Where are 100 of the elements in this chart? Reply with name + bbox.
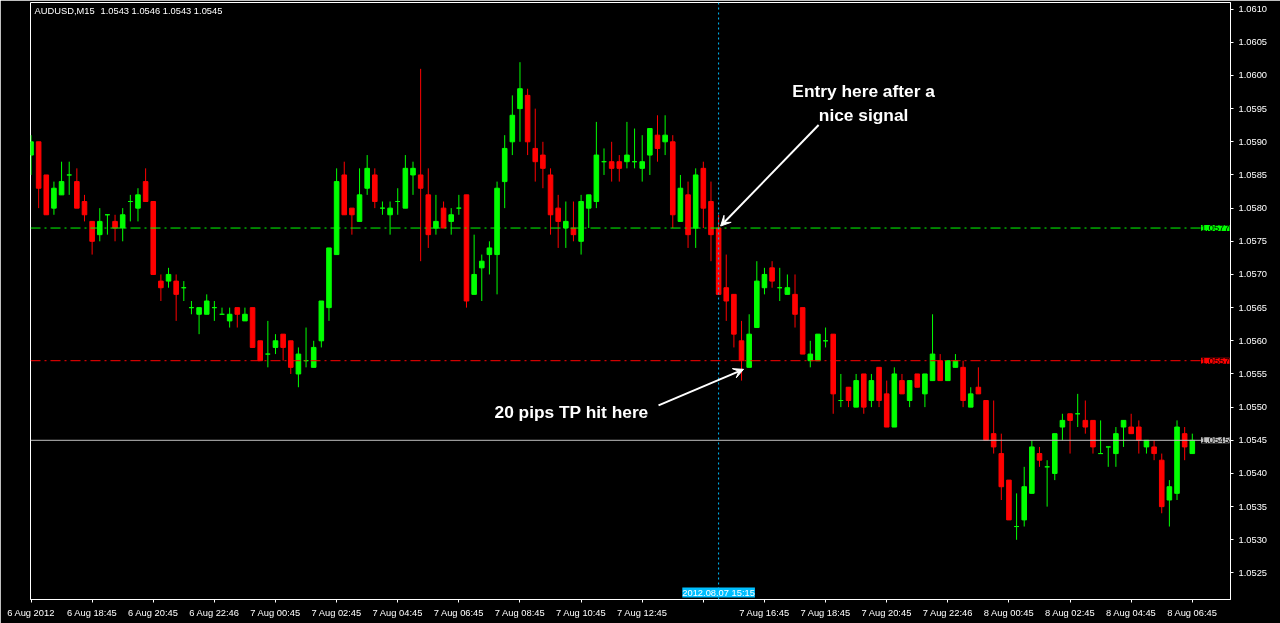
ref-line-label: 2012.08.07 15:15 bbox=[682, 587, 755, 598]
candlestick bbox=[58, 161, 65, 196]
y-tick-label: 1.0530 bbox=[1238, 534, 1268, 545]
y-tick-label: 1.0570 bbox=[1238, 269, 1268, 280]
x-tick-label: 6 Aug 18:45 bbox=[66, 607, 117, 618]
y-tick-label: 1.0580 bbox=[1238, 203, 1268, 214]
y-tick-label: 1.0605 bbox=[1238, 37, 1268, 48]
candlestick bbox=[792, 273, 798, 329]
candlestick bbox=[349, 207, 355, 236]
candlestick bbox=[234, 307, 241, 329]
candlestick bbox=[624, 121, 630, 169]
candlestick bbox=[1113, 426, 1119, 468]
x-tick-label: 7 Aug 10:45 bbox=[555, 607, 606, 618]
candlestick bbox=[807, 340, 814, 368]
x-tick-label: 7 Aug 04:45 bbox=[372, 607, 423, 618]
candlestick bbox=[532, 108, 539, 183]
y-tick-label: 1.0535 bbox=[1238, 501, 1268, 512]
candlestick bbox=[906, 380, 913, 408]
candlestick bbox=[410, 161, 416, 196]
candlestick bbox=[440, 201, 447, 229]
candlestick bbox=[203, 293, 210, 315]
x-tick-label: 7 Aug 16:45 bbox=[739, 607, 790, 618]
y-tick-label: 1.0610 bbox=[1238, 4, 1268, 15]
candlestick bbox=[1036, 446, 1043, 468]
candlestick bbox=[89, 220, 95, 256]
candlestick bbox=[310, 340, 317, 368]
candlestick bbox=[486, 240, 493, 275]
candlestick bbox=[1181, 426, 1188, 461]
candlestick bbox=[784, 273, 791, 295]
candlestick bbox=[51, 181, 57, 216]
candlestick bbox=[868, 373, 875, 408]
candlestick bbox=[769, 260, 775, 289]
x-tick-label: 6 Aug 2012 bbox=[7, 607, 55, 618]
x-tick-label: 7 Aug 02:45 bbox=[311, 607, 362, 618]
x-tick-label: 7 Aug 08:45 bbox=[494, 607, 545, 618]
x-tick-label: 8 Aug 02:45 bbox=[1044, 607, 1095, 618]
ref-line-label: 1.0545 bbox=[1200, 435, 1230, 446]
candlestick bbox=[1120, 419, 1127, 448]
annotation: 20 pips TP hit here bbox=[494, 402, 649, 423]
y-tick-label: 1.0600 bbox=[1238, 70, 1268, 81]
candlestick bbox=[165, 267, 172, 289]
candlestick bbox=[975, 366, 982, 395]
candlestick bbox=[1059, 413, 1066, 441]
candlestick bbox=[945, 360, 951, 382]
candlestick bbox=[1082, 400, 1089, 435]
y-tick-label: 1.0575 bbox=[1238, 236, 1268, 247]
candlestick bbox=[1136, 419, 1142, 455]
candlestick bbox=[135, 187, 141, 222]
x-tick-label: 6 Aug 22:46 bbox=[189, 607, 240, 618]
x-tick-label: 8 Aug 06:45 bbox=[1167, 607, 1217, 618]
x-tick-label: 8 Aug 00:45 bbox=[983, 607, 1034, 618]
candlestick bbox=[517, 61, 523, 143]
candlestick bbox=[272, 333, 279, 355]
ref-line-label: 1.0577 bbox=[1200, 223, 1230, 234]
candlestick bbox=[242, 307, 248, 322]
ref-line-label: 1.0557 bbox=[1200, 355, 1230, 366]
candlestick bbox=[66, 161, 72, 196]
candlestick bbox=[540, 141, 546, 189]
candlestick bbox=[1067, 413, 1073, 455]
candlestick bbox=[158, 273, 164, 302]
candlestick bbox=[226, 307, 233, 329]
candlestick bbox=[478, 254, 485, 302]
x-tick-label: 8 Aug 04:45 bbox=[1106, 607, 1156, 618]
candlestick bbox=[1166, 479, 1173, 528]
candlestick bbox=[1105, 446, 1112, 468]
candlestick bbox=[555, 194, 561, 249]
y-tick-label: 1.0550 bbox=[1238, 402, 1268, 413]
candlestick bbox=[196, 307, 202, 335]
candlestick bbox=[662, 114, 668, 156]
x-tick-label: 7 Aug 12:45 bbox=[617, 607, 667, 618]
candlestick bbox=[295, 346, 302, 388]
candlestick bbox=[899, 373, 905, 395]
y-tick-label: 1.0565 bbox=[1238, 302, 1268, 313]
y-tick-label: 1.0590 bbox=[1238, 136, 1268, 147]
candlestick bbox=[471, 234, 477, 295]
chart-title: AUDUSD,M15 bbox=[34, 5, 95, 16]
y-tick-label: 1.0545 bbox=[1238, 435, 1268, 446]
candlestick bbox=[364, 154, 370, 196]
y-tick-label: 1.0560 bbox=[1238, 335, 1268, 346]
y-tick-label: 1.0540 bbox=[1238, 468, 1268, 479]
candlestick bbox=[417, 68, 424, 262]
x-tick-label: 7 Aug 00:45 bbox=[250, 607, 301, 618]
candlestick bbox=[1128, 413, 1134, 435]
candlestick bbox=[1189, 433, 1196, 455]
y-tick-label: 1.0525 bbox=[1238, 567, 1268, 578]
chart-subtitle: 1.0543 1.0546 1.0543 1.0545 bbox=[100, 5, 223, 16]
x-tick-label: 7 Aug 18:45 bbox=[800, 607, 851, 618]
y-tick-label: 1.0595 bbox=[1238, 103, 1268, 114]
x-tick-label: 7 Aug 22:46 bbox=[922, 607, 973, 618]
annotation: Entry here after a nice signal bbox=[792, 81, 936, 126]
y-tick-label: 1.0585 bbox=[1238, 169, 1268, 180]
x-tick-label: 7 Aug 06:45 bbox=[433, 607, 484, 618]
candlestick bbox=[990, 400, 997, 455]
y-tick-label: 1.0555 bbox=[1238, 368, 1268, 379]
candlestick bbox=[967, 386, 974, 408]
candlestick bbox=[639, 134, 646, 183]
candlestick bbox=[1151, 439, 1157, 461]
candlestick bbox=[922, 373, 928, 408]
x-tick-label: 6 Aug 20:45 bbox=[128, 607, 178, 618]
candlestick bbox=[173, 273, 179, 322]
